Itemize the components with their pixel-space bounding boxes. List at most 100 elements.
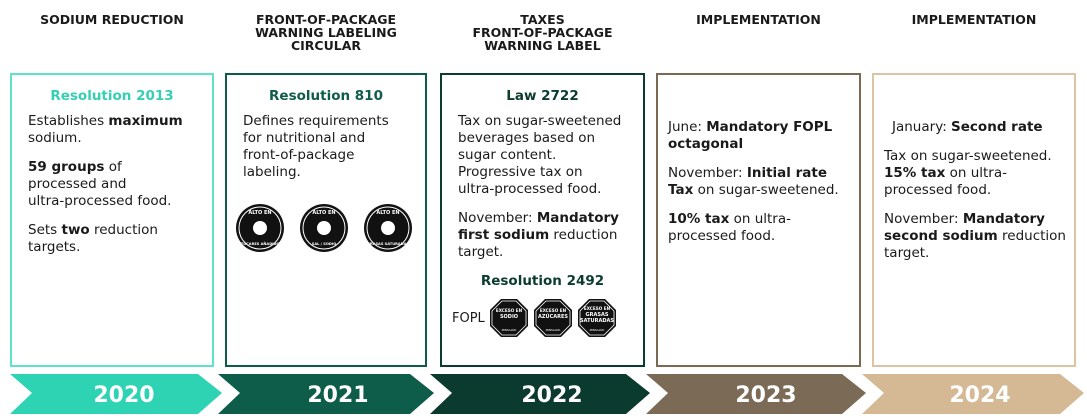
arrow (862, 374, 1084, 414)
text: on sugar-sweetened. (693, 182, 839, 198)
text: target. (458, 244, 504, 260)
text: November: (668, 165, 747, 181)
text: beverages based on (458, 130, 596, 146)
text-line: processed food. (884, 182, 1074, 199)
text: processed food. (668, 228, 776, 244)
text: of (104, 159, 122, 175)
octagon-text: EXCESO EN (496, 308, 523, 313)
text-line: target. (458, 244, 643, 261)
text-line: ultra-processed food. (458, 181, 643, 198)
paragraph: January: Second rate (884, 119, 1074, 136)
box-title: Resolution 2013 (50, 88, 174, 104)
bold-text: 59 groups (28, 159, 105, 175)
text: Defines requirements (243, 113, 389, 129)
text-line: November: Initial rate (668, 165, 859, 182)
arrow (10, 374, 222, 414)
text: on ultra- (945, 165, 1007, 181)
text-line: June: Mandatory FOPL (668, 119, 859, 136)
header-line: FRONT-OF-PACKAGE (255, 12, 397, 27)
text: processed and (28, 176, 127, 192)
year-label: 2021 (307, 383, 368, 408)
text: ultra-processed food. (28, 193, 172, 209)
year-label: 2022 (521, 383, 582, 408)
column-header: TAXES FRONT-OF-PACKAGE WARNING LABEL (430, 13, 655, 52)
arrow (430, 374, 650, 414)
bold-text: 10% tax (668, 211, 730, 227)
warning-badge: ALTO EN SAL / SODIO (300, 204, 348, 252)
badge-ring (238, 206, 282, 250)
octagon-text: SODIO (500, 314, 518, 320)
bold-text: octagonal (668, 136, 744, 152)
text-line: first sodium reduction (458, 227, 643, 244)
text-line: ultra-processed food. (28, 193, 212, 210)
paragraph: Defines requirements for nutritional and f… (243, 113, 425, 181)
octagon-text: EXCESO EN (584, 306, 611, 311)
text: Tax on sugar-sweetened (458, 113, 622, 129)
header-line: IMPLEMENTATION (696, 12, 821, 27)
text: reduction (997, 228, 1066, 244)
year-label: 2024 (949, 383, 1010, 408)
paragraph: 59 groups of processed and ultra-processed… (28, 159, 212, 210)
bold-text: second sodium (884, 228, 998, 244)
text: reduction (549, 227, 618, 243)
column-header: IMPLEMENTATION (646, 13, 871, 26)
paragraph: November: Initial rate Tax on sugar-sweet… (668, 165, 859, 199)
octagon-text: SATURADAS (580, 318, 614, 324)
column-header: SODIUM REDUCTION (0, 13, 224, 26)
column-box: January: Second rate Tax on sugar-sweeten… (872, 73, 1076, 367)
text-line: second sodium reduction (884, 228, 1074, 245)
bold-text: Second rate (951, 119, 1043, 135)
text-line: Tax on sugar-sweetened. (668, 182, 859, 199)
text: sodium. (28, 130, 82, 146)
paragraph: Establishes maximum sodium. (28, 113, 212, 147)
badges: ALTO EN AZÚCARES AÑADIDOS ALTO EN SAL / SOD… (235, 203, 425, 253)
text-line: sugar content. (458, 147, 643, 164)
text: front-of-package (243, 147, 355, 163)
octagon-ring (579, 300, 615, 336)
warning-badge: ALTO EN AZÚCARES AÑADIDOS (236, 204, 284, 252)
octagon-text: GRASAS (585, 312, 608, 318)
text-line: labeling. (243, 164, 425, 181)
subsection: Resolution 2492 FOPL EXCESO EN SODIO MINSALU… (452, 273, 643, 338)
text: for nutritional and (243, 130, 366, 146)
text: Establishes (28, 113, 109, 129)
text-line: processed and (28, 176, 212, 193)
badge-text: ALTO EN (248, 210, 271, 216)
text: ultra-processed food. (458, 181, 602, 197)
column-box: Law 2722 Tax on sugar-sweetened beverages … (440, 73, 645, 367)
header-line: CIRCULAR (290, 38, 362, 53)
paragraph: Tax on sugar-sweetened beverages based on… (458, 113, 643, 198)
octagon-footer: MINSALUD (501, 328, 516, 332)
bold-text: Tax (668, 182, 694, 198)
year-label: 2023 (735, 383, 796, 408)
paragraph: Sets two reduction targets. (28, 222, 212, 256)
badge-ring (302, 206, 346, 250)
text-line: Tax on sugar-sweetened. (884, 148, 1074, 165)
text-line: octagonal (668, 136, 859, 153)
badge-text: AZÚCARES AÑADIDOS (238, 241, 283, 246)
column: SODIUM REDUCTION Resolution 2013 Establish… (10, 0, 214, 370)
text-line: Progressive tax on (458, 164, 643, 181)
text-line: 15% tax on ultra- (884, 165, 1074, 182)
arrow (646, 374, 866, 414)
paragraph: November: Mandatory first sodium reductio… (458, 210, 643, 261)
text: target. (884, 245, 930, 261)
badge-ring (366, 206, 410, 250)
text: June: (668, 119, 707, 135)
text-line: November: Mandatory (458, 210, 643, 227)
text: January: (892, 119, 952, 135)
bold-text: Initial rate (746, 165, 827, 181)
badge-text: GRASAS SATURADAS (367, 242, 409, 246)
badge-text: ALTO EN (376, 210, 399, 216)
text-line: January: Second rate (892, 119, 1074, 136)
box-title: Law 2722 (506, 88, 579, 104)
column-box: Resolution 2013 Establishes maximum sodium… (10, 73, 214, 367)
badge-icon (317, 221, 331, 235)
year-label: 2020 (93, 383, 154, 408)
bold-text: Mandatory (536, 210, 619, 226)
paragraph: 10% tax on ultra-processed food. (668, 211, 859, 245)
octagon-footer: MINSALUD (589, 328, 604, 332)
